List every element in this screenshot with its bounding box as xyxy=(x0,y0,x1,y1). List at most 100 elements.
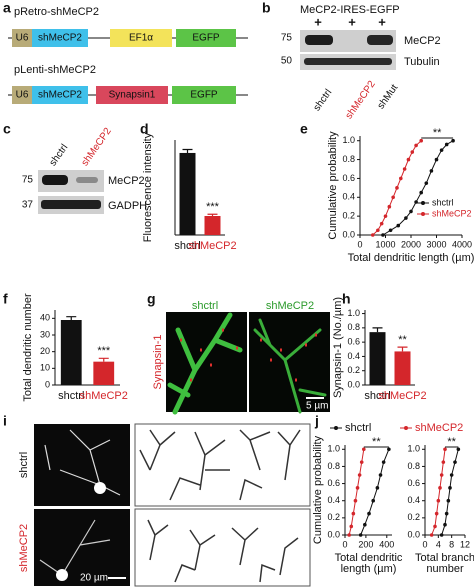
sign: + xyxy=(314,14,322,29)
point xyxy=(379,221,384,226)
error-bar xyxy=(207,213,218,216)
marker: 50 xyxy=(281,56,293,67)
lane-label: shMut xyxy=(376,82,401,111)
tracing-panel xyxy=(134,508,311,587)
point xyxy=(399,176,403,181)
point xyxy=(444,142,449,147)
point xyxy=(448,486,452,490)
point xyxy=(387,447,391,452)
band xyxy=(305,35,333,45)
legend-label: shMeCP2 xyxy=(432,208,472,218)
point xyxy=(358,533,363,537)
series-line xyxy=(348,449,365,536)
y-tick-label: 0.0 xyxy=(342,229,355,239)
annotation: *** xyxy=(206,201,220,213)
point xyxy=(371,498,376,503)
lane-label: shctrl xyxy=(312,87,335,113)
tracing xyxy=(147,519,299,583)
point xyxy=(375,486,380,490)
x-tick-label: 4000 xyxy=(452,239,472,249)
y-tick-label: 0.2 xyxy=(347,365,360,375)
point xyxy=(349,524,354,529)
point xyxy=(433,524,437,529)
error-bar xyxy=(372,327,383,333)
point xyxy=(441,460,446,464)
stain-label: Synapsin-1 xyxy=(152,334,164,389)
sign: + xyxy=(378,14,386,29)
x-axis-label: number xyxy=(426,563,464,575)
point xyxy=(451,138,455,143)
x-tick-label: 400 xyxy=(379,539,394,549)
point xyxy=(439,533,444,537)
element-label: shMeCP2 xyxy=(38,90,82,101)
error-bar xyxy=(182,148,193,153)
series-line xyxy=(441,449,459,536)
band-label: Tubulin xyxy=(404,56,440,68)
point xyxy=(378,473,383,477)
y-axis-label: Fluorescence intensity xyxy=(142,132,154,242)
micrograph xyxy=(34,509,130,586)
scale-label: 20 µm xyxy=(80,573,108,584)
bar xyxy=(179,152,196,235)
panel-label: d xyxy=(140,121,149,137)
x-tick-label: 8 xyxy=(449,539,454,549)
legend-marker xyxy=(334,426,338,430)
y-tick-label: 0.6 xyxy=(347,337,360,347)
construct-name: pRetro-shMeCP2 xyxy=(14,6,99,18)
legend-marker xyxy=(421,212,425,216)
y-axis-label: Cumulative probability xyxy=(312,435,324,544)
x-tick-label: shMeCP2 xyxy=(378,390,426,402)
point xyxy=(436,498,441,503)
bar xyxy=(60,320,82,385)
element-label: EF1α xyxy=(129,33,153,44)
y-tick-label: 0.8 xyxy=(327,461,340,471)
element-label: U6 xyxy=(16,90,29,101)
element xyxy=(12,86,32,104)
annotation: ** xyxy=(398,334,407,346)
series-line xyxy=(431,449,446,536)
x-tick-label: 3000 xyxy=(426,239,446,249)
x-tick-label: shctrl xyxy=(364,390,390,402)
column-label: shctrl xyxy=(192,300,218,312)
element xyxy=(176,29,236,47)
point xyxy=(449,473,454,477)
x-tick-label: 200 xyxy=(358,539,373,549)
construct-name: pLenti-shMeCP2 xyxy=(14,64,96,76)
y-tick-label: 0.2 xyxy=(327,512,340,522)
lane-label: shMeCP2 xyxy=(344,79,378,122)
marker: 75 xyxy=(281,33,293,44)
bar xyxy=(204,216,221,235)
element-label: EGFP xyxy=(190,90,218,101)
row-label: shctrl xyxy=(18,452,30,478)
point xyxy=(357,473,362,477)
lane-label: shMeCP2 xyxy=(80,126,114,169)
point xyxy=(410,150,415,154)
band xyxy=(41,200,101,209)
x-tick-label: 2000 xyxy=(401,239,421,249)
y-tick-label: 1.0 xyxy=(342,135,355,145)
column-label: shMeCP2 xyxy=(266,300,314,312)
puncta xyxy=(180,328,317,382)
point xyxy=(381,460,386,464)
panel-label: b xyxy=(262,0,271,16)
y-tick-label: 0.6 xyxy=(342,173,355,183)
point xyxy=(419,138,424,143)
annotation: ** xyxy=(433,127,442,139)
element-label: U6 xyxy=(16,33,29,44)
y-tick-label: 0.8 xyxy=(407,461,420,471)
element-label: shMeCP2 xyxy=(38,33,82,44)
x-tick-label: 1000 xyxy=(375,239,395,249)
x-tick-label: shMeCP2 xyxy=(188,240,236,252)
y-tick-label: 20 xyxy=(40,346,50,356)
row-label: shMeCP2 xyxy=(18,524,30,572)
point xyxy=(434,157,439,162)
point xyxy=(355,486,360,490)
y-tick-label: 0.0 xyxy=(327,529,340,539)
tracing-panel xyxy=(134,423,311,507)
point xyxy=(438,486,442,490)
point xyxy=(362,447,366,452)
x-axis-label: Total dendritic xyxy=(335,552,403,564)
point xyxy=(395,186,399,190)
element xyxy=(172,86,236,104)
point xyxy=(434,511,439,516)
